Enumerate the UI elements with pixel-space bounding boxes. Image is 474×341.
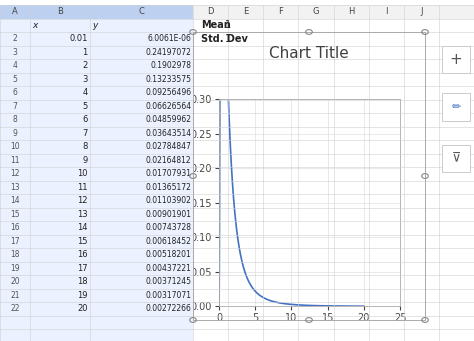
Text: 19: 19: [10, 264, 20, 273]
Text: 1: 1: [225, 20, 231, 30]
Text: 7: 7: [82, 129, 88, 138]
Text: 0.02164812: 0.02164812: [146, 156, 191, 165]
Text: 21: 21: [10, 291, 20, 300]
Text: y: y: [92, 21, 98, 30]
Text: 2: 2: [82, 61, 88, 70]
Text: 12: 12: [77, 196, 88, 205]
Text: 11: 11: [10, 156, 20, 165]
Text: Std. Dev: Std. Dev: [201, 34, 248, 44]
Text: 8: 8: [13, 115, 18, 124]
Text: 18: 18: [10, 250, 20, 259]
Text: 19: 19: [77, 291, 88, 300]
Text: 0.01365172: 0.01365172: [146, 183, 191, 192]
Text: G: G: [313, 7, 319, 16]
Text: 0.01: 0.01: [69, 34, 88, 43]
Text: 0.1902978: 0.1902978: [151, 61, 191, 70]
Text: 14: 14: [10, 196, 20, 205]
Text: 15: 15: [77, 237, 88, 246]
Text: J: J: [420, 7, 422, 16]
Text: B: B: [57, 7, 63, 16]
Text: 0.00618452: 0.00618452: [146, 237, 191, 246]
Text: 13: 13: [77, 210, 88, 219]
Text: 6: 6: [13, 88, 18, 97]
Text: 17: 17: [10, 237, 20, 246]
Text: 9: 9: [13, 129, 18, 138]
Text: I: I: [385, 7, 387, 16]
Text: 0.00437221: 0.00437221: [146, 264, 191, 273]
Text: 1: 1: [82, 48, 88, 57]
Text: 2: 2: [13, 34, 18, 43]
Text: 0.03643514: 0.03643514: [146, 129, 191, 138]
Text: 9: 9: [82, 156, 88, 165]
Text: C: C: [138, 7, 145, 16]
Text: 0.00317071: 0.00317071: [146, 291, 191, 300]
Text: 0.00518201: 0.00518201: [146, 250, 191, 259]
Text: 0.09256496: 0.09256496: [146, 88, 191, 97]
Text: 3: 3: [82, 75, 88, 84]
Text: 0.06626564: 0.06626564: [146, 102, 191, 111]
Text: 16: 16: [77, 250, 88, 259]
Text: 10: 10: [10, 142, 20, 151]
Text: Chart Title: Chart Title: [269, 46, 349, 61]
Text: A: A: [12, 7, 18, 16]
Text: 20: 20: [77, 304, 88, 313]
Text: Mean: Mean: [201, 20, 231, 30]
Text: ⊽: ⊽: [451, 152, 461, 165]
Text: 4: 4: [82, 88, 88, 97]
Text: 0.24197072: 0.24197072: [146, 48, 191, 57]
Text: 11: 11: [77, 183, 88, 192]
Text: 6: 6: [82, 115, 88, 124]
Text: 14: 14: [77, 223, 88, 232]
Text: 6.0061E-06: 6.0061E-06: [148, 34, 191, 43]
Text: 0.01103902: 0.01103902: [146, 196, 191, 205]
Text: 22: 22: [10, 304, 20, 313]
Text: 5: 5: [82, 102, 88, 111]
Text: 0.00371245: 0.00371245: [146, 277, 191, 286]
Text: 13: 13: [10, 183, 20, 192]
Text: 1: 1: [225, 34, 231, 44]
Text: x: x: [32, 21, 38, 30]
Text: 3: 3: [13, 48, 18, 57]
Text: E: E: [243, 7, 248, 16]
Text: 16: 16: [10, 223, 20, 232]
Text: 8: 8: [82, 142, 88, 151]
Text: 0.13233575: 0.13233575: [146, 75, 191, 84]
Text: +: +: [450, 52, 462, 67]
Text: 5: 5: [13, 75, 18, 84]
Text: 15: 15: [10, 210, 20, 219]
Text: ✏: ✏: [451, 102, 461, 112]
Text: 0.00743728: 0.00743728: [146, 223, 191, 232]
Text: 10: 10: [77, 169, 88, 178]
Text: 20: 20: [10, 277, 20, 286]
Text: 18: 18: [77, 277, 88, 286]
Text: 0.00272266: 0.00272266: [146, 304, 191, 313]
Text: 0.04859962: 0.04859962: [146, 115, 191, 124]
Text: F: F: [278, 7, 283, 16]
Text: H: H: [348, 7, 354, 16]
Text: 12: 12: [10, 169, 20, 178]
Text: 17: 17: [77, 264, 88, 273]
Text: D: D: [207, 7, 214, 16]
Text: 0.02784847: 0.02784847: [146, 142, 191, 151]
Text: 4: 4: [13, 61, 18, 70]
Text: 0.00901901: 0.00901901: [146, 210, 191, 219]
Text: 0.01707931: 0.01707931: [146, 169, 191, 178]
Text: 7: 7: [13, 102, 18, 111]
